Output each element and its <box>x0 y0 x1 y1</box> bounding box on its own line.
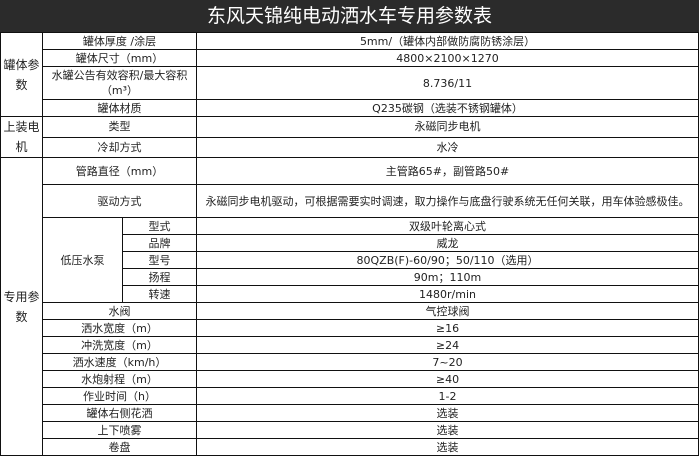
param-value: ≥16 <box>196 319 699 337</box>
table-row: 罐体右侧花洒 选装 <box>1 404 699 422</box>
param-value: 威龙 <box>196 234 699 252</box>
param-name: 罐体尺寸（mm） <box>41 49 198 67</box>
param-value: 主管路65#，副管路50# <box>196 157 699 185</box>
param-value: 1480r/min <box>196 285 699 303</box>
table-row: 罐体材质 Q235碳钢（选装不锈钢罐体） <box>1 99 699 117</box>
param-value: 1-2 <box>196 387 699 405</box>
param-value: 水冷 <box>196 136 699 158</box>
table-row: 水罐公告有效容积/最大容积（m³） 8.736/11 <box>1 66 699 100</box>
param-name: 洒水速度（km/h） <box>41 353 198 371</box>
param-value: 80QZB(F)-60/90；50/110（选用） <box>196 251 699 269</box>
param-name: 作业时间（h） <box>41 387 198 405</box>
param-name: 上下喷雾 <box>41 421 198 439</box>
table-row: 冷却方式 水冷 <box>1 136 699 158</box>
table-row: 水炮射程（m） ≥40 <box>1 370 699 388</box>
param-value: 8.736/11 <box>196 66 699 100</box>
param-name: 型号 <box>121 251 198 269</box>
param-value: Q235碳钢（选装不锈钢罐体） <box>196 99 699 117</box>
param-name: 驱动方式 <box>41 184 198 218</box>
param-value: 永磁同步电机 <box>196 116 699 138</box>
param-value: ≥24 <box>196 336 699 354</box>
param-name: 罐体材质 <box>41 99 198 117</box>
subgroup-label-pump: 低压水泵 <box>42 217 123 303</box>
table-row: 作业时间（h） 1-2 <box>1 387 699 405</box>
param-name: 冲洗宽度（m） <box>41 336 198 354</box>
group-label-special: 专用参数 <box>0 157 43 456</box>
param-value: 选装 <box>196 404 699 422</box>
page-title: 东风天锦纯电动洒水车专用参数表 <box>0 0 699 32</box>
param-name: 卷盘 <box>41 438 198 456</box>
param-value: 气控球阀 <box>196 302 699 320</box>
table-row: 罐体尺寸（mm） 4800×2100×1270 <box>1 49 699 67</box>
param-name: 洒水宽度（m） <box>41 319 198 337</box>
spec-table: 罐体参数 罐体厚度 /涂层 5mm/（罐体内部做防腐防锈涂层） 罐体尺寸（mm） 480… <box>0 32 699 456</box>
param-name: 水炮射程（m） <box>41 370 198 388</box>
param-value: 7~20 <box>196 353 699 371</box>
table-row: 水阀 气控球阀 <box>1 302 699 320</box>
table-row: 型号 80QZB(F)-60/90；50/110（选用） <box>1 251 699 269</box>
table-row: 上下喷雾 选装 <box>1 421 699 439</box>
param-name: 类型 <box>41 116 198 138</box>
table-row: 洒水速度（km/h） 7~20 <box>1 353 699 371</box>
table-row: 低压水泵 型式 双级叶轮离心式 <box>1 217 699 303</box>
table-row: 冲洗宽度（m） ≥24 <box>1 336 699 354</box>
param-value: 5mm/（罐体内部做防腐防锈涂层） <box>196 32 699 50</box>
param-name: 罐体厚度 /涂层 <box>41 32 198 50</box>
group-label-tank: 罐体参数 <box>0 32 43 117</box>
param-name: 罐体右侧花洒 <box>41 404 198 422</box>
group-label-motor: 上装电机 <box>0 116 43 158</box>
table-row: 罐体参数 罐体厚度 /涂层 5mm/（罐体内部做防腐防锈涂层） <box>0 32 699 117</box>
param-value: 选装 <box>196 421 699 439</box>
param-name: 扬程 <box>121 268 198 286</box>
param-name: 转速 <box>121 285 198 303</box>
table-row: 上装电机 类型 永磁同步电机 <box>0 116 699 158</box>
param-name: 水阀 <box>41 302 198 320</box>
param-name: 水罐公告有效容积/最大容积（m³） <box>41 66 198 100</box>
table-row: 卷盘 选装 <box>1 438 699 456</box>
param-value: 4800×2100×1270 <box>196 49 699 67</box>
param-value: 选装 <box>196 438 699 456</box>
table-row: 驱动方式 永磁同步电机驱动，可根据需要实时调速，取力操作与底盘行驶系统无任何关联，… <box>1 184 699 218</box>
param-value: ≥40 <box>196 370 699 388</box>
param-name: 管路直径（mm） <box>41 157 198 185</box>
param-value: 永磁同步电机驱动，可根据需要实时调速，取力操作与底盘行驶系统无任何关联，用车体验… <box>196 184 699 218</box>
table-row: 专用参数 管路直径（mm） 主管路65#，副管路50# <box>0 157 699 456</box>
param-name: 冷却方式 <box>41 136 198 158</box>
param-name: 型式 <box>121 217 198 235</box>
param-value: 双级叶轮离心式 <box>196 217 699 235</box>
param-name: 品牌 <box>121 234 198 252</box>
param-value: 90m；110m <box>196 268 699 286</box>
table-row: 洒水宽度（m） ≥16 <box>1 319 699 337</box>
